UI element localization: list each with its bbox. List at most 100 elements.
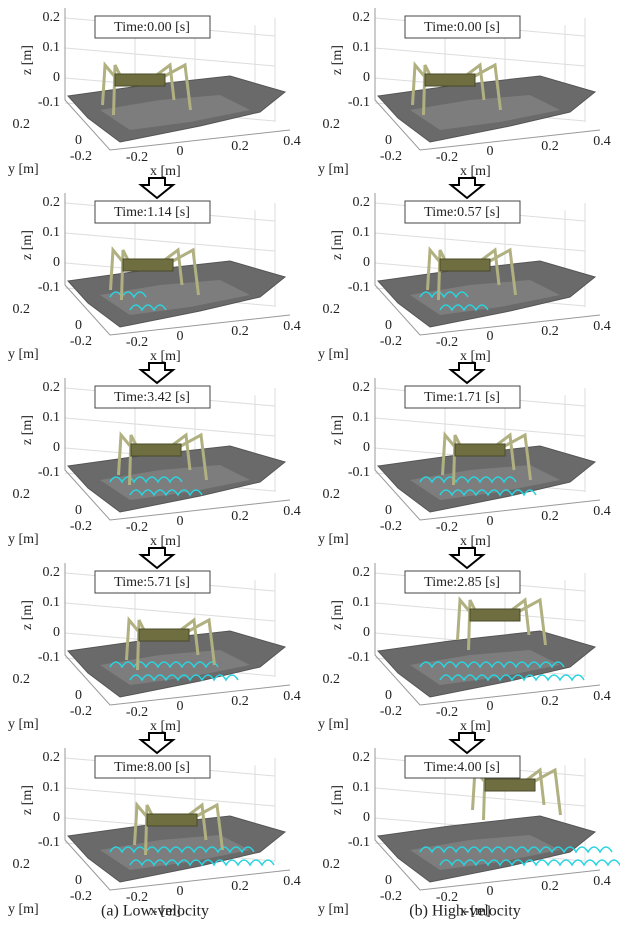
robot-body <box>455 444 505 456</box>
z-axis-label: z [m] <box>330 415 345 445</box>
x-tick-label: -0.2 <box>126 890 148 905</box>
x-tick-label: 0 <box>177 514 184 529</box>
z-tick-label: 0.1 <box>43 40 61 55</box>
grid-line <box>375 233 585 251</box>
arrow <box>451 178 483 198</box>
x-tick-label: 0 <box>487 514 494 529</box>
robot-body <box>139 629 189 641</box>
z-tick-label: 0 <box>53 440 60 455</box>
y-tick-label: 0.2 <box>13 302 31 317</box>
x-axis-label: x [m] <box>460 534 491 549</box>
z-tick-label: 0.1 <box>43 225 61 240</box>
y-axis-label: y [m] <box>318 717 349 732</box>
y-tick-label: -0.2 <box>380 519 402 534</box>
z-tick-label: 0 <box>363 255 370 270</box>
z-tick-label: 0.1 <box>43 410 61 425</box>
panel: Time:4.00 [s]0.20.10-0.10.20-0.2-0.200.2… <box>318 748 620 919</box>
y-tick-label: 0.2 <box>13 672 31 687</box>
grid-line <box>65 788 275 806</box>
x-tick-label: -0.2 <box>436 890 458 905</box>
robot-body <box>131 444 181 456</box>
x-axis-label: x [m] <box>150 534 181 549</box>
z-tick-label: 0 <box>53 70 60 85</box>
x-tick-label: 0.4 <box>593 319 611 334</box>
z-tick-label: 0.1 <box>353 40 371 55</box>
x-tick-label: 0.4 <box>593 874 611 889</box>
z-tick-label: -0.1 <box>348 280 370 295</box>
y-tick-label: 0 <box>385 688 392 703</box>
z-tick-label: 0.2 <box>353 195 371 210</box>
x-tick-label: 0.4 <box>283 874 301 889</box>
x-tick-label: -0.2 <box>436 520 458 535</box>
y-tick-label: -0.2 <box>70 149 92 164</box>
z-tick-label: 0.1 <box>353 225 371 240</box>
z-tick-label: -0.1 <box>348 650 370 665</box>
x-axis-label: x [m] <box>460 164 491 179</box>
x-axis-label: x [m] <box>150 904 181 919</box>
x-tick-label: 0.4 <box>283 689 301 704</box>
y-tick-label: 0.2 <box>323 857 341 872</box>
y-axis-label: y [m] <box>318 347 349 362</box>
x-tick-label: -0.2 <box>436 705 458 720</box>
x-tick-label: 0 <box>177 884 184 899</box>
time-label: Time:0.00 [s] <box>424 20 500 35</box>
y-tick-label: 0 <box>75 503 82 518</box>
arrow <box>451 548 483 568</box>
y-tick-label: -0.2 <box>380 149 402 164</box>
z-tick-label: -0.1 <box>38 95 60 110</box>
panel: Time:0.57 [s]0.20.10-0.10.20-0.2-0.200.2… <box>318 193 611 383</box>
y-tick-label: 0.2 <box>13 857 31 872</box>
y-tick-label: 0 <box>385 503 392 518</box>
y-tick-label: -0.2 <box>70 334 92 349</box>
time-label: Time:1.71 [s] <box>424 390 500 405</box>
y-tick-label: -0.2 <box>70 889 92 904</box>
z-tick-label: 0.1 <box>353 780 371 795</box>
y-axis-label: y [m] <box>8 717 39 732</box>
z-tick-label: -0.1 <box>38 465 60 480</box>
x-tick-label: -0.2 <box>126 705 148 720</box>
robot-body <box>485 779 535 791</box>
z-axis-label: z [m] <box>20 415 35 445</box>
panel: Time:8.00 [s]0.20.10-0.10.20-0.2-0.200.2… <box>8 748 301 919</box>
x-tick-label: 0.4 <box>593 504 611 519</box>
x-axis-label: x [m] <box>460 719 491 734</box>
z-axis-label: z [m] <box>20 785 35 815</box>
robot-body <box>123 259 173 271</box>
x-tick-label: 0.4 <box>283 319 301 334</box>
panel: Time:1.71 [s]0.20.10-0.10.20-0.2-0.200.2… <box>318 378 611 568</box>
y-tick-label: 0 <box>75 133 82 148</box>
robot-body <box>470 609 520 621</box>
y-tick-label: 0.2 <box>13 117 31 132</box>
z-tick-label: -0.1 <box>38 835 60 850</box>
y-axis-label: y [m] <box>8 162 39 177</box>
x-tick-label: 0 <box>487 884 494 899</box>
y-tick-label: -0.2 <box>380 704 402 719</box>
z-tick-label: 0 <box>53 625 60 640</box>
time-label: Time:3.42 [s] <box>114 390 190 405</box>
z-tick-label: -0.1 <box>348 835 370 850</box>
x-tick-label: 0 <box>177 144 184 159</box>
time-label: Time:2.85 [s] <box>424 575 500 590</box>
z-tick-label: -0.1 <box>348 465 370 480</box>
z-tick-label: 0.2 <box>353 565 371 580</box>
time-label: Time:0.57 [s] <box>424 205 500 220</box>
y-tick-label: -0.2 <box>380 889 402 904</box>
x-tick-label: 0 <box>177 699 184 714</box>
x-tick-label: -0.2 <box>436 150 458 165</box>
z-tick-label: 0 <box>53 810 60 825</box>
z-tick-label: 0.2 <box>43 195 61 210</box>
y-tick-label: 0.2 <box>323 117 341 132</box>
z-tick-label: 0 <box>363 440 370 455</box>
x-tick-label: 0.2 <box>231 509 249 524</box>
z-axis-label: z [m] <box>330 230 345 260</box>
x-tick-label: 0.4 <box>283 504 301 519</box>
x-tick-label: 0.2 <box>231 324 249 339</box>
y-tick-label: 0 <box>75 688 82 703</box>
x-tick-label: -0.2 <box>436 335 458 350</box>
y-tick-label: 0 <box>75 318 82 333</box>
x-tick-label: 0.2 <box>541 324 559 339</box>
x-tick-label: 0.2 <box>231 139 249 154</box>
z-tick-label: 0.1 <box>353 595 371 610</box>
z-tick-label: -0.1 <box>38 650 60 665</box>
